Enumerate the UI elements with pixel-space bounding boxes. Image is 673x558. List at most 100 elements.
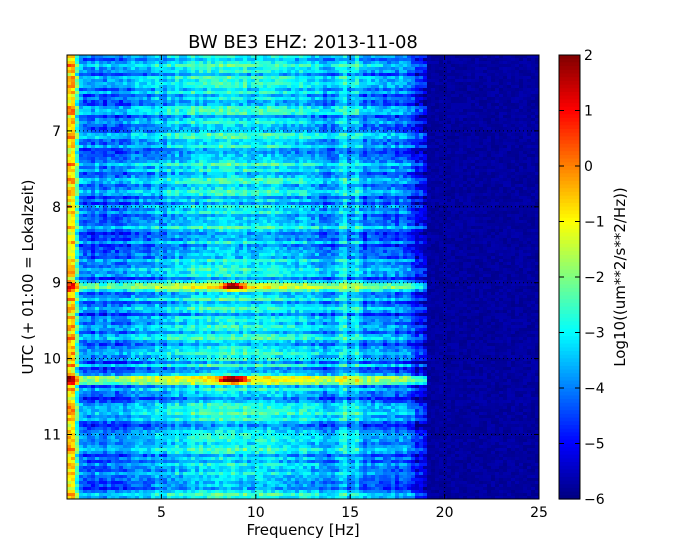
heatmap-cell	[459, 76, 464, 80]
heatmap-cell	[415, 169, 420, 173]
heatmap-cell	[463, 166, 468, 170]
heatmap-cell	[439, 142, 444, 146]
heatmap-cell	[307, 103, 312, 107]
heatmap-cell	[319, 160, 324, 164]
heatmap-cell	[371, 127, 376, 131]
heatmap-cell	[287, 136, 292, 140]
heatmap-cell	[431, 100, 436, 104]
heatmap-cell	[359, 139, 364, 143]
heatmap-cell	[455, 178, 460, 182]
heatmap-cell	[211, 55, 216, 59]
heatmap-cell	[183, 55, 188, 59]
heatmap-cell	[87, 142, 92, 146]
heatmap-cell	[339, 79, 344, 83]
heatmap-cell	[511, 145, 516, 149]
heatmap-cell	[427, 148, 432, 152]
heatmap-cell	[271, 115, 276, 119]
heatmap-cell	[535, 85, 539, 89]
heatmap-cell	[391, 67, 396, 71]
heatmap-cell	[487, 142, 492, 146]
heatmap-cell	[379, 169, 384, 173]
heatmap-cell	[391, 85, 396, 89]
heatmap-cell	[243, 55, 248, 59]
heatmap-cell	[311, 154, 316, 158]
heatmap-cell	[411, 178, 416, 182]
heatmap-cell	[267, 178, 272, 182]
heatmap-cell	[111, 112, 116, 116]
heatmap-cell	[383, 166, 388, 170]
heatmap-cell	[295, 142, 300, 146]
heatmap-cell	[227, 73, 232, 77]
heatmap-cell	[107, 151, 112, 155]
heatmap-cell	[459, 85, 464, 89]
heatmap-cell	[387, 136, 392, 140]
heatmap-cell	[303, 76, 308, 80]
heatmap-cell	[179, 133, 184, 137]
heatmap-cell	[407, 166, 412, 170]
heatmap-cell	[91, 64, 96, 68]
heatmap-cell	[423, 112, 428, 116]
heatmap-cell	[79, 142, 84, 146]
heatmap-cell	[439, 121, 444, 125]
heatmap-cell	[163, 175, 168, 179]
heatmap-cell	[83, 58, 88, 62]
heatmap-cell	[387, 88, 392, 92]
heatmap-cell	[299, 85, 304, 89]
heatmap-cell	[411, 175, 416, 179]
heatmap-cell	[143, 100, 148, 104]
heatmap-cell	[467, 178, 472, 182]
heatmap-cell	[319, 157, 324, 161]
heatmap-cell	[107, 157, 112, 161]
heatmap-cell	[283, 133, 288, 137]
heatmap-cell	[163, 112, 168, 116]
heatmap-cell	[327, 91, 332, 95]
heatmap-cell	[419, 130, 424, 134]
heatmap-cell	[119, 79, 124, 83]
heatmap-cell	[75, 115, 80, 119]
heatmap-cell	[455, 139, 460, 143]
heatmap-cell	[487, 100, 492, 104]
heatmap-cell	[115, 70, 120, 74]
heatmap-cell	[443, 169, 448, 173]
heatmap-cell	[79, 181, 84, 185]
heatmap-cell	[515, 169, 520, 173]
heatmap-cell	[135, 82, 140, 86]
heatmap-cell	[155, 100, 160, 104]
heatmap-cell	[147, 181, 152, 185]
heatmap-cell	[135, 127, 140, 131]
heatmap-cell	[415, 76, 420, 80]
heatmap-cell	[355, 175, 360, 179]
heatmap-cell	[523, 85, 528, 89]
heatmap-cell	[107, 109, 112, 113]
heatmap-cell	[411, 145, 416, 149]
heatmap-cell	[95, 145, 100, 149]
heatmap-cell	[339, 118, 344, 122]
heatmap-cell	[179, 88, 184, 92]
heatmap-cell	[259, 79, 264, 83]
heatmap-cell	[427, 160, 432, 164]
heatmap-cell	[231, 70, 236, 74]
heatmap-cell	[143, 67, 148, 71]
heatmap-cell	[131, 55, 136, 59]
heatmap-cell	[415, 82, 420, 86]
heatmap-cell	[395, 151, 400, 155]
heatmap-cell	[103, 160, 108, 164]
heatmap-cell	[467, 154, 472, 158]
heatmap-cell	[311, 100, 316, 104]
heatmap-cell	[75, 94, 80, 98]
heatmap-cell	[359, 166, 364, 170]
heatmap-cell	[235, 163, 240, 167]
heatmap-cell	[467, 100, 472, 104]
heatmap-cell	[307, 148, 312, 152]
heatmap-cell	[411, 154, 416, 158]
heatmap-cell	[387, 172, 392, 176]
heatmap-cell	[211, 109, 216, 113]
heatmap-cell	[371, 145, 376, 149]
heatmap-cell	[407, 79, 412, 83]
heatmap-cell	[171, 88, 176, 92]
heatmap-cell	[91, 82, 96, 86]
heatmap-cell	[307, 73, 312, 77]
heatmap-cell	[275, 64, 280, 68]
heatmap-cell	[479, 178, 484, 182]
heatmap-cell	[347, 145, 352, 149]
